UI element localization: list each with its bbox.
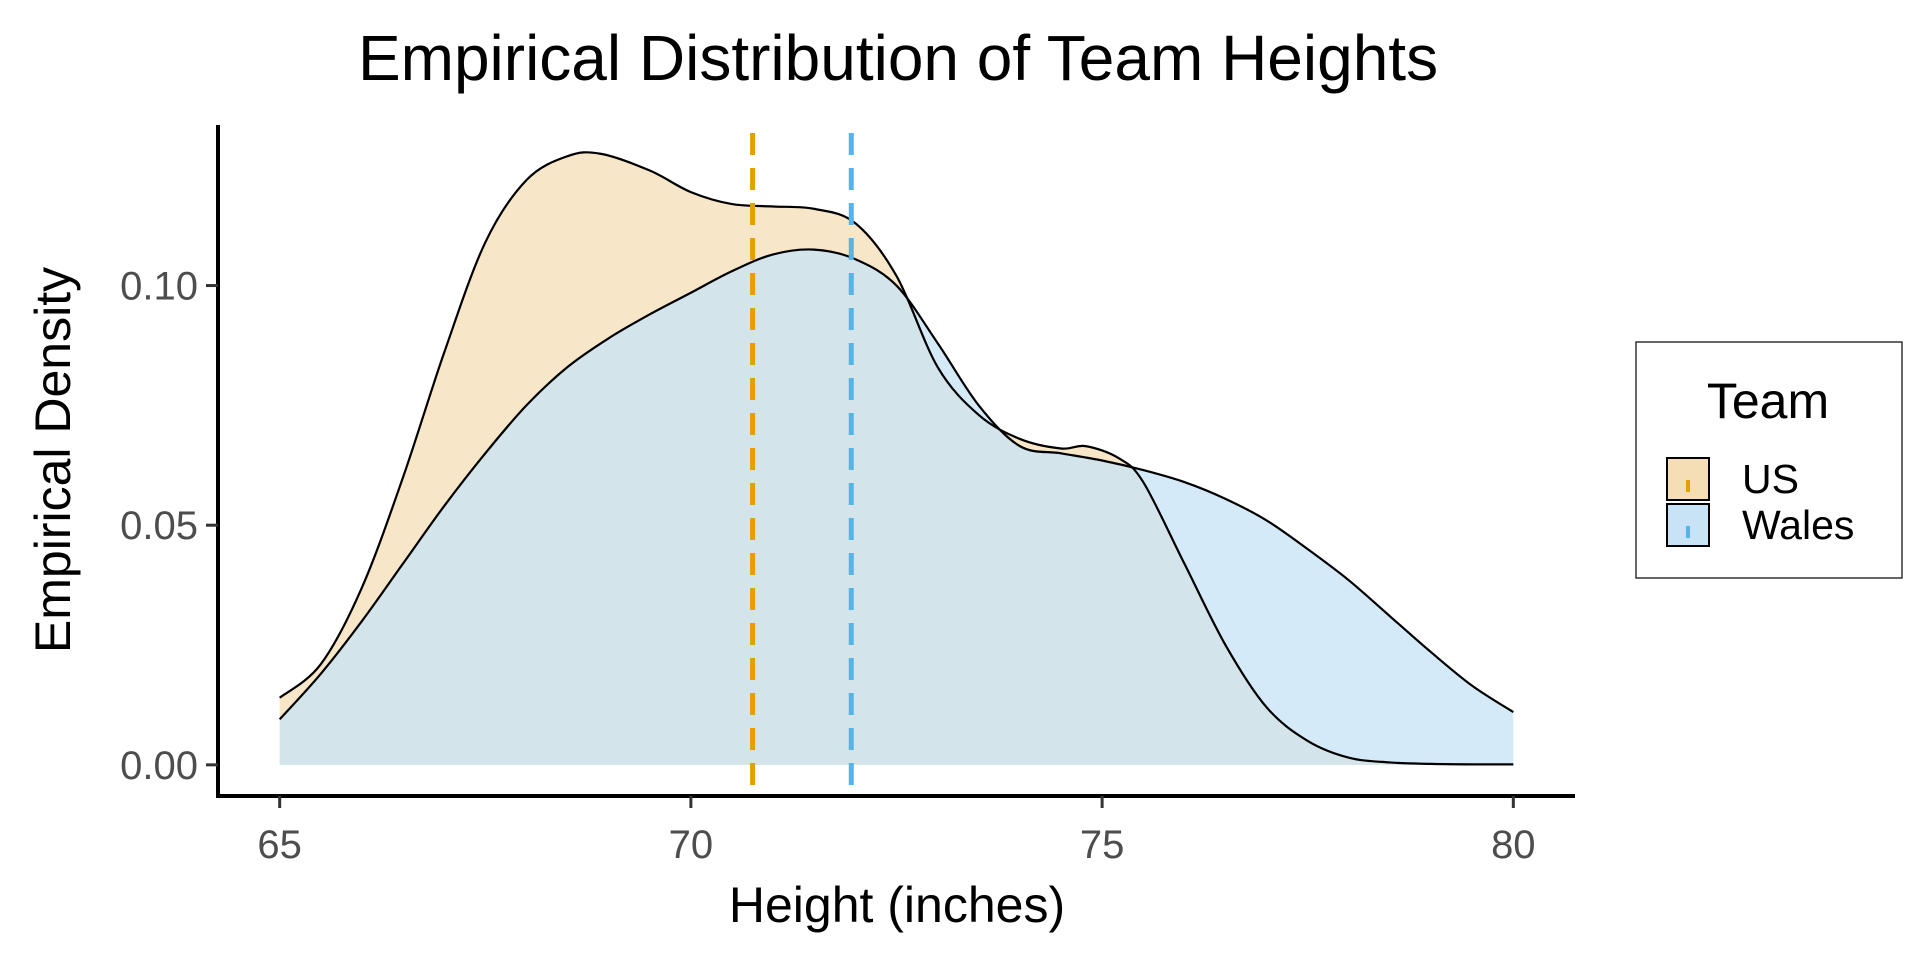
legend-key-us xyxy=(1666,457,1710,501)
legend-label-us: US xyxy=(1742,456,1799,502)
axes xyxy=(216,125,1575,798)
x-ticks: 65 70 75 80 xyxy=(257,796,1536,867)
x-tick-label: 65 xyxy=(257,823,302,867)
x-tick-label: 70 xyxy=(669,823,714,867)
density-outline-wales xyxy=(278,248,1514,721)
y-axis-title: Empirical Density xyxy=(25,267,81,653)
legend-title: Team xyxy=(1707,373,1829,429)
density-outline-us xyxy=(278,151,1514,766)
x-tick-label: 80 xyxy=(1491,823,1536,867)
y-tick-label: 0.10 xyxy=(120,265,198,309)
density-area-wales xyxy=(279,249,1514,765)
x-tick-label: 75 xyxy=(1080,823,1125,867)
plot-area xyxy=(278,133,1514,796)
y-tick-label: 0.05 xyxy=(120,504,198,548)
legend-label-wales: Wales xyxy=(1742,502,1854,548)
y-ticks: 0.00 0.05 0.10 xyxy=(120,265,218,788)
chart-title: Empirical Distribution of Team Heights xyxy=(358,22,1438,94)
y-tick-label: 0.00 xyxy=(120,744,198,788)
legend-key-wales xyxy=(1666,503,1710,547)
x-axis-title: Height (inches) xyxy=(729,877,1065,933)
